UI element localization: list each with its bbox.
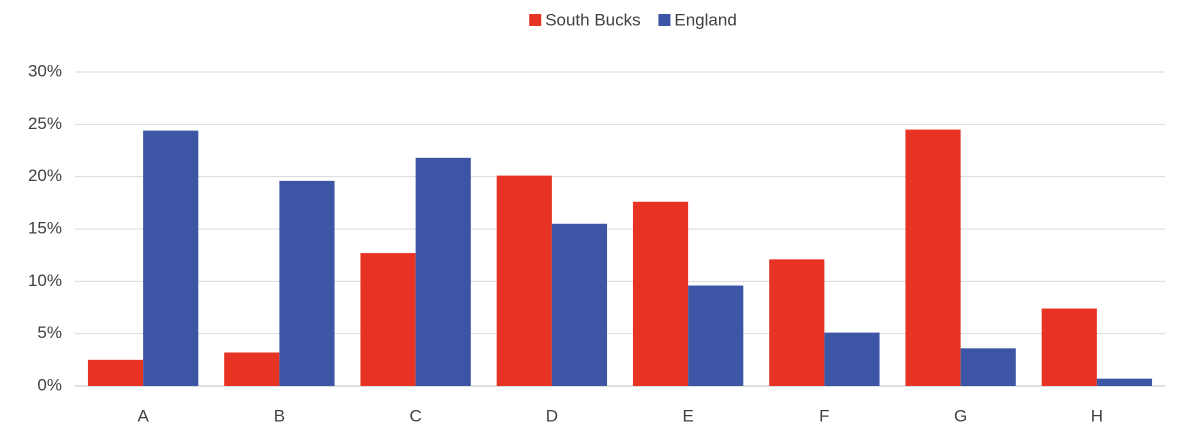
- bar: [960, 348, 1016, 386]
- bar: [632, 201, 689, 386]
- x-tick-label: D: [546, 406, 558, 425]
- legend-swatch: [529, 14, 542, 26]
- legend-label: England: [674, 10, 736, 29]
- bar: [824, 332, 880, 386]
- bar: [688, 285, 744, 386]
- bar: [415, 157, 471, 386]
- bar: [143, 130, 199, 386]
- bar: [551, 223, 608, 386]
- x-tick-label: H: [1091, 406, 1103, 425]
- x-tick-label: C: [409, 406, 421, 425]
- bar: [360, 253, 416, 386]
- y-tick-label: 15%: [28, 218, 62, 237]
- y-tick-label: 20%: [28, 166, 62, 185]
- x-tick-label: F: [819, 406, 829, 425]
- legend-label: South Bucks: [545, 10, 640, 29]
- bar: [1041, 308, 1097, 386]
- bar: [87, 359, 144, 386]
- y-tick-label: 10%: [28, 271, 62, 290]
- bar: [1096, 378, 1153, 386]
- bar: [279, 180, 335, 386]
- x-tick-label: G: [954, 406, 967, 425]
- bar: [905, 129, 961, 387]
- bar: [769, 259, 825, 386]
- legend-swatch: [658, 14, 671, 26]
- bar: [224, 352, 280, 386]
- x-tick-label: A: [137, 406, 149, 425]
- bar: [496, 175, 552, 386]
- y-tick-label: 0%: [37, 375, 62, 394]
- y-tick-label: 5%: [37, 323, 62, 342]
- x-tick-label: E: [682, 406, 693, 425]
- x-tick-label: B: [274, 406, 285, 425]
- y-tick-label: 30%: [28, 61, 62, 80]
- y-tick-label: 25%: [28, 114, 62, 133]
